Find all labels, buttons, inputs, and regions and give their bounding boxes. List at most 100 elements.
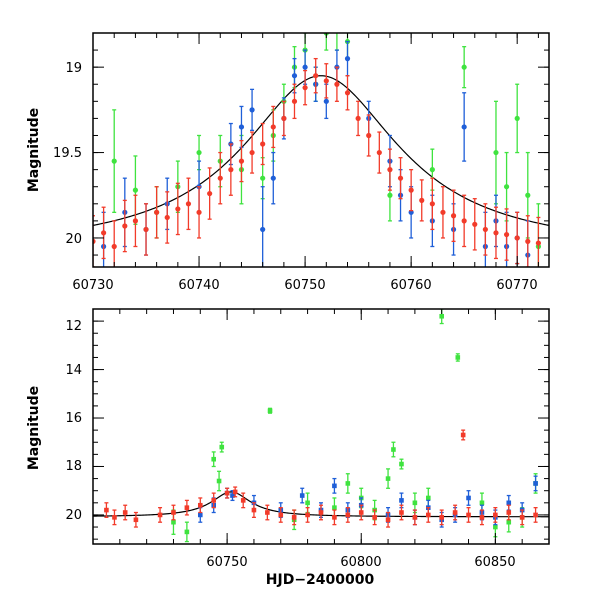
red-data-point [217,175,223,181]
red-data-point [175,206,181,212]
green-data-point [493,149,499,156]
red-data-point [302,85,308,91]
red-data-point [305,512,310,518]
red-data-point [514,235,520,241]
blue-data-point [399,498,404,503]
red-data-point [344,90,351,96]
blue-data-point [323,98,329,104]
red-data-point [387,167,393,173]
bottom-data-layer [93,309,549,543]
green-data-point [332,505,337,510]
red-data-point [196,209,202,215]
red-data-point [232,489,238,495]
red-data-point [385,517,391,523]
green-data-point [196,149,202,156]
bottom-plot-frame [92,308,550,545]
top-y-tick-label: 20 [65,232,82,247]
bottom-y-tick-label: 16 [65,411,82,426]
bottom-y-tick-label: 20 [65,508,82,523]
green-data-point [439,313,445,319]
green-data-point [461,64,467,70]
red-data-point [506,510,512,515]
red-data-point [355,115,361,122]
red-data-point [313,73,319,79]
red-data-point [503,231,510,238]
red-data-point [332,515,337,520]
red-data-point [171,510,176,515]
bottom-x-axis-title: HJD−2400000 [266,572,375,588]
red-data-point [439,515,445,520]
red-data-point [251,507,257,513]
blue-data-point [197,512,203,518]
top-ticks [92,32,549,267]
red-data-point [249,149,255,156]
red-data-point [493,512,498,518]
blue-data-point [332,483,337,489]
green-data-point [514,115,520,122]
blue-data-point [238,124,245,130]
green-data-point [334,22,339,27]
blue-data-point [461,124,467,130]
red-data-point [419,197,425,203]
red-data-point [122,510,128,515]
red-data-point [122,223,128,229]
red-data-point [240,498,246,503]
red-data-point [318,510,324,515]
red-data-point [101,230,107,236]
blue-data-point [533,481,538,486]
red-data-point [334,81,340,87]
green-data-point [503,184,510,190]
top-y-tick-label: 19 [65,61,82,76]
bottom-x-tick-label: 60850 [474,555,515,570]
bottom-ticks [92,308,550,544]
red-data-point [281,115,287,122]
red-data-point [111,243,117,250]
green-data-point [506,519,512,525]
green-data-point [387,192,393,198]
green-data-point [132,187,139,193]
red-data-point [408,187,414,193]
green-data-point [425,495,431,501]
red-data-point [376,149,382,156]
green-data-point [391,447,396,452]
top-x-tick-label: 60730 [72,278,113,293]
red-data-point [533,512,538,518]
red-data-point [164,214,170,221]
red-data-point [143,226,149,233]
bottom-x-tick-label: 60800 [340,555,381,570]
red-data-point [460,432,466,438]
red-data-point [224,490,230,496]
red-data-point [211,498,217,503]
bottom-panel: 60750 60800 60850 12 14 16 18 20 Magnitu… [26,308,550,588]
red-data-point [104,507,109,513]
blue-data-point [302,64,308,70]
green-data-point [219,444,225,450]
bottom-y-tick-label: 14 [65,363,82,378]
red-data-point [197,502,203,508]
top-x-tick-label: 60750 [284,278,325,293]
green-data-point [211,456,217,462]
red-data-point [291,515,297,520]
red-data-point [525,238,531,244]
blue-data-point [260,226,266,233]
green-data-point [184,529,190,535]
top-y-tick-label: 19.5 [53,146,82,161]
top-x-tick-label: 60740 [178,278,219,293]
red-data-point [133,517,139,523]
top-plot-frame [92,32,550,268]
model-curve [93,75,549,226]
red-data-point [461,218,467,224]
green-data-point [385,476,391,481]
red-data-point [112,515,117,520]
green-data-point [216,478,222,484]
green-data-point [429,167,435,173]
blue-data-point [249,107,255,113]
red-data-point [372,515,377,520]
red-data-point [466,512,471,518]
bottom-y-tick-label: 18 [65,459,82,474]
red-data-point [452,510,458,515]
red-data-point [450,213,457,219]
green-data-point [455,355,461,360]
blue-data-point [466,495,471,501]
